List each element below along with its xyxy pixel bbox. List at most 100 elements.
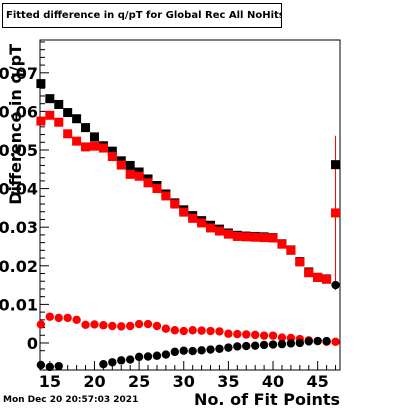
data-point-circle: [224, 329, 233, 338]
data-point-circle: [99, 321, 108, 330]
data-point-circle: [143, 319, 153, 329]
x-tick-label: 15: [39, 372, 61, 391]
data-point-circle: [134, 319, 144, 329]
data-point-square: [89, 132, 99, 142]
data-point-circle: [242, 341, 251, 351]
y-tick-label: 0: [27, 334, 38, 353]
data-point-circle: [233, 342, 242, 351]
data-point-square: [286, 245, 296, 255]
data-point-square: [331, 208, 341, 218]
data-point-circle: [206, 345, 215, 354]
data-point-circle: [54, 313, 63, 323]
data-point-circle: [215, 327, 224, 336]
data-point-circle: [286, 339, 296, 348]
data-point-square: [45, 94, 55, 104]
data-point-circle: [54, 361, 63, 371]
data-point-square: [322, 274, 332, 284]
data-point-circle: [45, 362, 55, 372]
data-point-square: [125, 169, 135, 179]
data-point-square: [241, 232, 251, 242]
data-point-circle: [36, 360, 46, 370]
x-tick-label: 35: [217, 372, 239, 391]
data-point-circle: [45, 312, 55, 321]
data-point-circle: [170, 326, 180, 335]
data-point-circle: [188, 326, 197, 335]
data-point-circle: [179, 346, 188, 355]
data-point-square: [295, 257, 305, 267]
data-point-square: [81, 142, 91, 152]
data-point-circle: [268, 331, 278, 340]
data-point-square: [107, 152, 117, 162]
data-point-square: [63, 129, 73, 139]
data-point-square: [304, 268, 314, 278]
data-point-circle: [259, 340, 269, 350]
data-point-circle: [152, 351, 162, 360]
data-point-circle: [179, 326, 188, 336]
data-point-square: [54, 99, 64, 109]
y-tick-label: 0.07: [0, 64, 38, 83]
data-point-circle: [268, 340, 278, 349]
data-point-circle: [108, 358, 117, 367]
data-point-square: [134, 171, 144, 181]
data-point-circle: [72, 315, 81, 325]
data-point-circle: [63, 313, 72, 323]
data-point-circle: [197, 346, 206, 355]
data-point-square: [197, 218, 207, 228]
tick-labels: 15 20 25 30 35 40 45 0 0.01 0.02 0.03 0.04 0.05 0.06 0…: [0, 64, 329, 391]
y-axis-label: Difference in q/pT: [6, 44, 25, 205]
y-tick-label: 0.02: [0, 257, 38, 276]
data-point-square: [107, 146, 117, 156]
data-point-circle: [250, 330, 260, 340]
y-tick-label: 0.05: [0, 141, 38, 160]
data-point-circle: [161, 324, 171, 333]
x-tick-label: 25: [128, 372, 150, 391]
data-point-circle: [161, 350, 171, 359]
data-point-circle: [304, 337, 313, 346]
data-point-square: [36, 116, 46, 126]
data-point-circle: [36, 320, 46, 329]
data-point-square: [179, 207, 189, 217]
data-point-square: [125, 160, 135, 170]
y-tick-label: 0.01: [0, 295, 38, 314]
data-point-circle: [188, 346, 197, 356]
data-point-square: [63, 108, 73, 118]
data-point-square: [250, 232, 260, 242]
chart-title: Fitted difference in q/pT for Global Rec…: [2, 3, 282, 28]
data-point-circle: [90, 320, 99, 329]
data-point-circle: [125, 321, 135, 331]
data-point-circle: [224, 343, 233, 352]
data-point-square: [277, 239, 287, 249]
timestamp: Mon Dec 20 20:57:03 2021: [3, 395, 139, 405]
data-point-square: [143, 178, 153, 188]
x-tick-label: 40: [262, 372, 284, 391]
data-point-square: [161, 191, 171, 201]
y-tick-label: 0.06: [0, 102, 38, 121]
data-point-circle: [331, 280, 340, 290]
data-point-circle: [242, 330, 251, 339]
data-point-circle: [233, 329, 242, 339]
data-point-square: [214, 226, 224, 236]
x-axis-label: No. of Fit Points: [194, 390, 340, 409]
data-point-square: [313, 272, 323, 282]
data-point-circle: [313, 336, 322, 346]
data-point-square: [170, 199, 180, 209]
data-point-square: [45, 110, 55, 120]
data-point-square: [81, 123, 91, 133]
data-point-circle: [295, 338, 305, 348]
data-point-circle: [81, 320, 90, 330]
x-tick-label: 20: [83, 372, 105, 391]
data-point-square: [152, 184, 162, 194]
data-point-square: [98, 143, 108, 153]
data-point-circle: [108, 321, 117, 331]
plot-frame: [39, 39, 341, 371]
data-point-circle: [117, 322, 126, 331]
data-point-square: [331, 160, 341, 170]
data-point-circle: [125, 355, 135, 364]
data-point-square: [89, 141, 99, 151]
data-point-circle: [197, 326, 206, 335]
data-point-square: [223, 229, 233, 239]
data-point-circle: [117, 356, 126, 365]
data-point-square: [36, 79, 46, 89]
data-point-square: [232, 231, 242, 241]
